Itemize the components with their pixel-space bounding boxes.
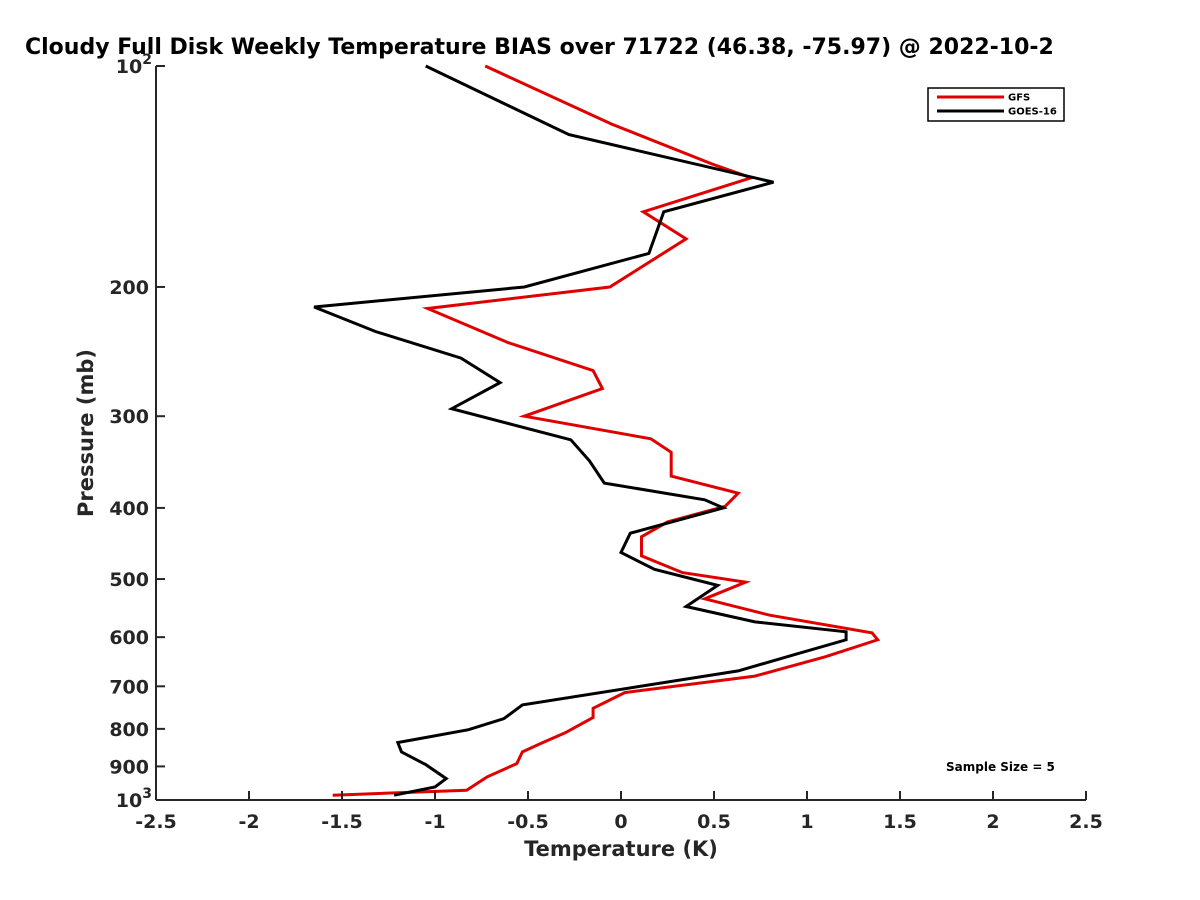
- legend-box: [927, 87, 1065, 122]
- y-tick-label: 400: [109, 498, 149, 520]
- series-line-goes-16: [313, 64, 848, 797]
- x-tick-label: -1: [424, 811, 445, 833]
- x-tick-label: 2.5: [1069, 811, 1103, 833]
- x-tick-label: -2: [238, 811, 259, 833]
- y-tick-label: 500: [109, 569, 149, 591]
- plot-lines: [313, 64, 881, 797]
- y-tick-label: 600: [109, 627, 149, 649]
- x-tick-label: 0: [614, 811, 627, 833]
- y-tick-label: 800: [109, 719, 149, 741]
- x-tick-label: -1.5: [321, 811, 363, 833]
- x-tick-label: -2.5: [135, 811, 177, 833]
- x-tick-label: 1.5: [883, 811, 917, 833]
- legend: GFS GOES-16: [927, 87, 1065, 122]
- series-line-gfs: [332, 64, 881, 797]
- y-tick-label: 300: [109, 406, 149, 428]
- legend-label: GOES-16: [1008, 107, 1057, 118]
- y-ticks: 102 200 300 400 500 600 700 800 900 103: [109, 52, 165, 812]
- y-tick-label: 200: [109, 277, 149, 299]
- y-tick-label: 102: [116, 52, 152, 78]
- y-tick-label: 103: [116, 786, 152, 812]
- y-tick-label: 700: [109, 676, 149, 698]
- y-tick-label: 900: [109, 756, 149, 778]
- x-tick-label: 2: [986, 811, 999, 833]
- x-tick-label: -0.5: [507, 811, 549, 833]
- x-ticks: -2.5 -2 -1.5 -1 -0.5 0 0.5 1 1.5 2 2.5: [135, 791, 1103, 833]
- chart-title: Cloudy Full Disk Weekly Temperature BIAS…: [25, 35, 1054, 60]
- sample-size-annotation: Sample Size = 5: [946, 760, 1055, 774]
- x-tick-label: 0.5: [697, 811, 731, 833]
- y-axis-label: Pressure (mb): [74, 349, 98, 517]
- x-tick-label: 1: [800, 811, 813, 833]
- x-axis-label: Temperature (K): [524, 837, 718, 861]
- legend-label: GFS: [1008, 93, 1030, 104]
